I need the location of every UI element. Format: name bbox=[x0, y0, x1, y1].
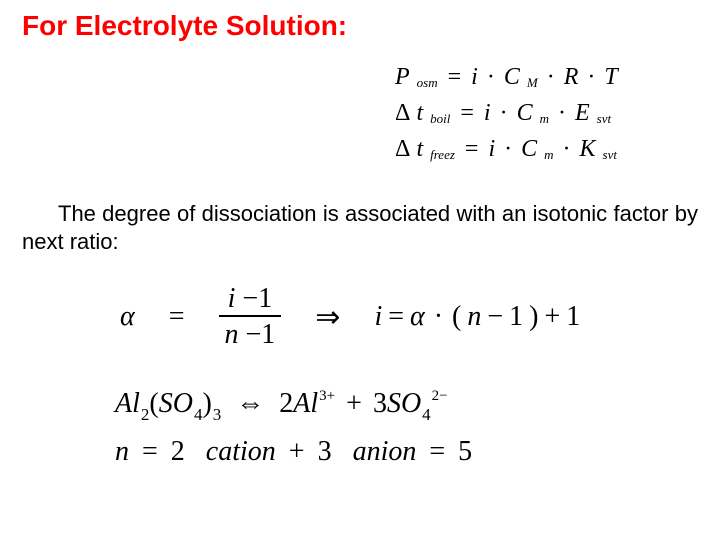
slide-title: For Electrolyte Solution: bbox=[22, 10, 347, 42]
eq-boiling-elevation: Δtboil = i · Cm · Esvt bbox=[395, 96, 696, 130]
eq-dissociation-reaction: Al2(SO4)3 ⇔ 2Al3+ + 3SO42− bbox=[115, 380, 472, 428]
eq-ion-count: n = 2 cation + 3 anion = 5 bbox=[115, 428, 472, 476]
fraction: i −1 n −1 bbox=[219, 285, 282, 349]
double-arrow-icon: ⇔ bbox=[228, 388, 272, 419]
equation-isotonic-factor: i = α · (n −1) + 1 bbox=[374, 301, 580, 333]
symbol-alpha: α bbox=[120, 301, 135, 333]
eq-osmotic-pressure: Posm = i · CM · R · T bbox=[395, 60, 696, 94]
eq-freezing-depression: Δtfreez = i · Cm · Ksvt bbox=[395, 132, 696, 166]
equations-colligative: Posm = i · CM · R · T Δtboil = i · Cm · … bbox=[395, 60, 696, 168]
body-paragraph: The degree of dissociation is associated… bbox=[22, 200, 698, 255]
implies-arrow-icon: ⇒ bbox=[315, 300, 340, 335]
equation-dissociation-degree: α = i −1 n −1 ⇒ i = α · (n −1) + 1 bbox=[120, 285, 630, 349]
slide: For Electrolyte Solution: Posm = i · CM … bbox=[0, 0, 720, 540]
equations-example: Al2(SO4)3 ⇔ 2Al3+ + 3SO42− n = 2 cation … bbox=[115, 380, 472, 475]
